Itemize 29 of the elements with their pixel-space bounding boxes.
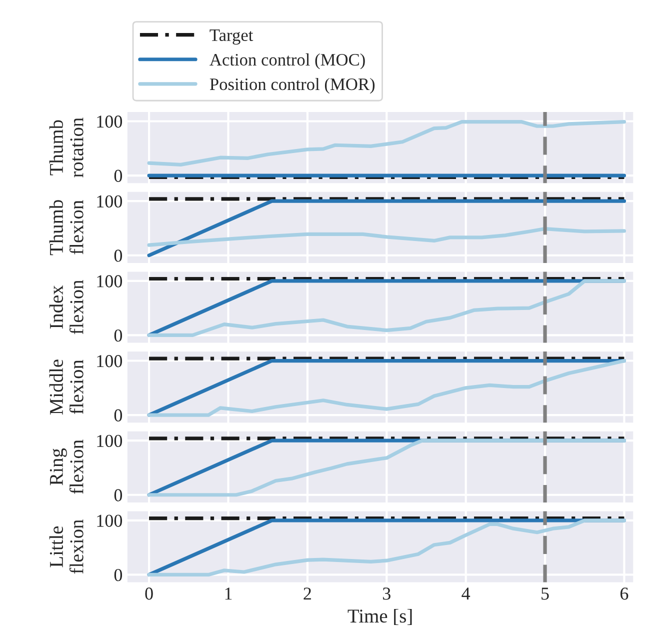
y-tick-label: 0 xyxy=(114,170,122,182)
y-tick-label: 100 xyxy=(97,514,122,527)
x-tick-label: 3 xyxy=(382,588,390,600)
x-tick-label: 4 xyxy=(462,588,470,600)
y-axis-title: Index flexion xyxy=(49,280,84,334)
x-tick-label: 6 xyxy=(620,588,628,600)
y-tick-label: 0 xyxy=(114,489,122,502)
y-tick-label: 100 xyxy=(97,434,122,448)
x-tick-label: 1 xyxy=(225,588,232,600)
y-axis-title: Little flexion xyxy=(49,520,84,574)
y-tick-label: 100 xyxy=(97,355,122,368)
y-axis-title: Thumb rotation xyxy=(49,118,84,178)
legend-label: Target xyxy=(210,30,254,45)
legend-label: Position control (MOR) xyxy=(210,78,375,94)
x-axis-title: Time [s] xyxy=(348,608,412,626)
y-tick-label: 100 xyxy=(97,195,122,208)
y-tick-label: 0 xyxy=(114,409,122,422)
x-tick-label: 5 xyxy=(542,588,549,600)
y-tick-label: 100 xyxy=(97,275,122,288)
y-tick-label: 0 xyxy=(114,250,122,262)
x-tick-label: 2 xyxy=(304,588,311,600)
legend-label: Action control (MOC) xyxy=(210,53,365,70)
y-tick-label: 0 xyxy=(114,329,122,342)
y-axis-title: Thumb flexion xyxy=(49,200,84,256)
x-tick-label: 0 xyxy=(145,588,153,600)
y-axis-title: Middle flexion xyxy=(49,360,84,415)
y-axis-title: Ring flexion xyxy=(50,440,84,494)
y-tick-label: 100 xyxy=(97,116,122,128)
y-tick-label: 0 xyxy=(114,568,122,582)
